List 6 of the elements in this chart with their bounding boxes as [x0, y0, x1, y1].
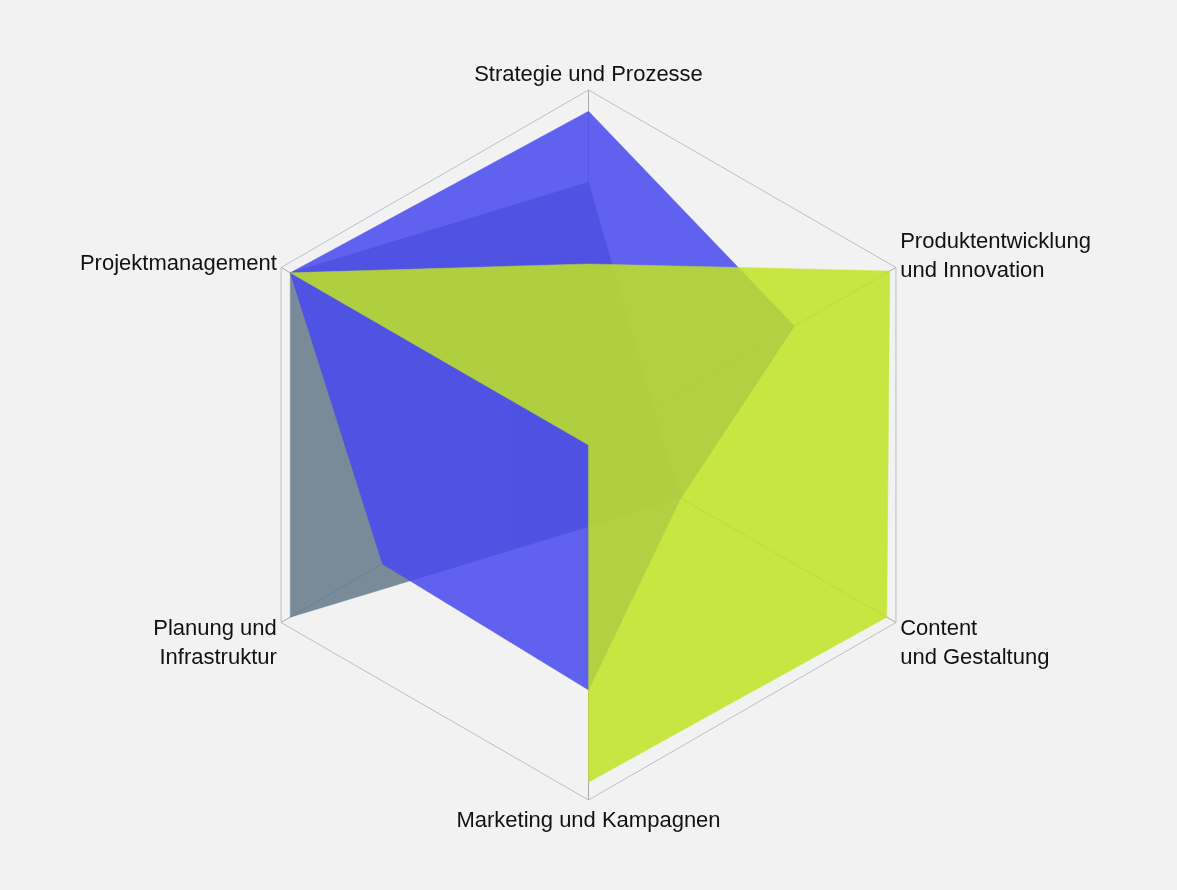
spoke-label: Produktentwicklung und Innovation: [900, 228, 1091, 282]
spoke-label: Marketing und Kampagnen: [456, 806, 721, 832]
spoke-label: Planung und Infrastruktur: [153, 615, 277, 670]
spoke-label: Content und Gestaltung: [900, 615, 1050, 670]
spoke-label: Strategie und Prozesse: [474, 60, 703, 86]
spoke-label: Projektmanagement: [79, 249, 277, 275]
